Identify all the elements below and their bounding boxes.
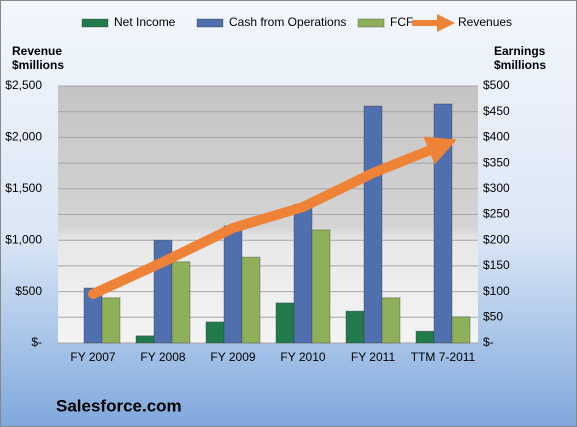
bar — [451, 316, 471, 344]
bar — [135, 335, 155, 344]
legend-label: Cash from Operations — [229, 15, 346, 29]
y2-tick-label: $50 — [483, 309, 503, 323]
y2-tick-label: $450 — [483, 104, 510, 118]
y2-tick-label: $150 — [483, 258, 510, 272]
x-tick-label: FY 2007 — [70, 350, 115, 364]
y2-tick-label: $250 — [483, 207, 510, 221]
legend-label: Revenues — [458, 15, 512, 29]
bar — [275, 302, 295, 344]
bar — [345, 310, 365, 344]
bar — [205, 321, 225, 344]
y2-tick-label: $350 — [483, 155, 510, 169]
bar — [223, 225, 243, 344]
y-tick-label: $500 — [15, 284, 42, 298]
y2-tick-label: $500 — [483, 78, 510, 92]
x-tick-label: TTM 7-2011 — [411, 350, 476, 364]
bar — [241, 256, 261, 344]
x-tick-label: FY 2011 — [351, 350, 396, 364]
legend-marker — [357, 18, 385, 28]
bar — [415, 330, 435, 344]
bar — [433, 103, 453, 344]
y-tick-label: $2,000 — [5, 130, 42, 144]
y2-tick-label: $100 — [483, 284, 510, 298]
x-tick-label: FY 2010 — [280, 350, 325, 364]
bar — [171, 261, 191, 344]
bar — [381, 297, 401, 344]
y2-axis-title: $millions — [494, 58, 546, 72]
y2-axis-title: Earnings — [494, 44, 546, 58]
chart-title: Salesforce.com — [56, 396, 182, 415]
bar — [311, 229, 331, 344]
y2-tick-label: $400 — [483, 130, 510, 144]
x-tick-label: FY 2008 — [140, 350, 185, 364]
y2-tick-label: $- — [483, 335, 494, 349]
y-axis-title: $millions — [12, 58, 64, 72]
bar — [293, 203, 313, 344]
legend-label: FCF — [390, 15, 413, 29]
legend-marker — [196, 18, 224, 28]
y-tick-label: $1,000 — [5, 232, 42, 246]
y2-tick-label: $200 — [483, 232, 510, 246]
y-tick-label: $1,500 — [5, 181, 42, 195]
y-axis-title: Revenue — [12, 44, 62, 58]
bar — [101, 297, 121, 344]
y-tick-label: $2,500 — [5, 78, 42, 92]
y2-tick-label: $300 — [483, 181, 510, 195]
y-tick-label: $- — [31, 335, 42, 349]
line — [88, 136, 457, 299]
bar — [363, 105, 383, 344]
legend-label: Net Income — [114, 15, 176, 29]
x-tick-label: FY 2009 — [210, 350, 255, 364]
legend-marker — [81, 18, 109, 28]
